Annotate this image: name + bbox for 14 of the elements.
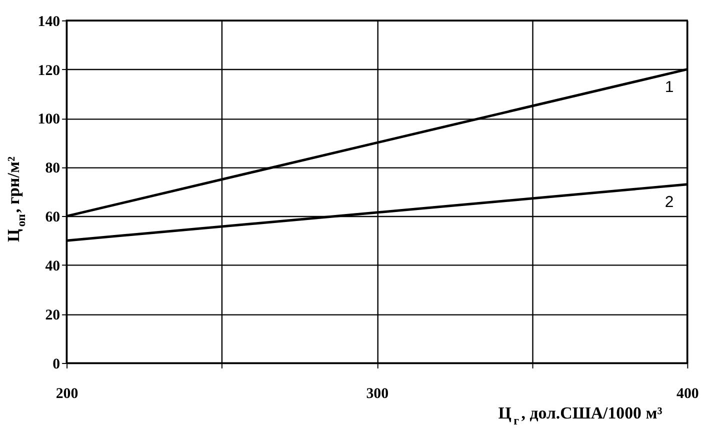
y-tick-label: 0 (52, 356, 60, 372)
y-tick-label: 20 (45, 307, 60, 324)
y-tick-label: 60 (45, 210, 60, 226)
y-tick-label: 100 (38, 112, 60, 128)
y-tick-label: 120 (38, 62, 60, 79)
y-axis-title: Цоп, грн/м² (4, 156, 28, 242)
y-tick-label: 40 (45, 258, 60, 275)
x-tick-label: 200 (56, 386, 78, 402)
x-tick-label: 300 (366, 386, 389, 402)
y-tick-label: 80 (45, 160, 60, 177)
x-tick-label: 400 (676, 386, 699, 402)
series-label: 1 (664, 79, 674, 96)
series-label: 2 (664, 194, 674, 212)
y-tick-label: 140 (38, 14, 60, 30)
